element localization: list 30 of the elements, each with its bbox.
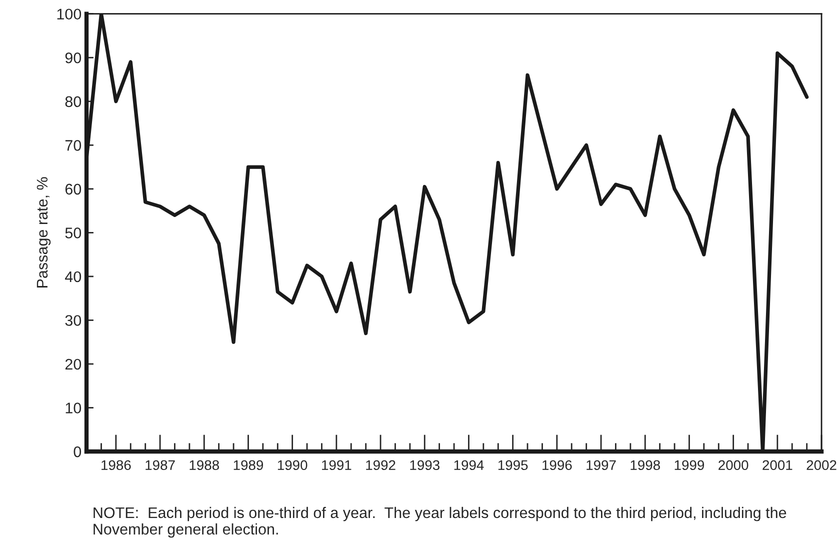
x-tick-label: 2000 xyxy=(718,460,748,470)
x-tick-label: 2002 xyxy=(806,460,836,470)
x-tick-label: 1998 xyxy=(630,460,660,470)
x-tick-label: 1991 xyxy=(322,460,352,470)
x-tick-label: 1999 xyxy=(674,460,704,470)
y-tick-label: 70 xyxy=(65,140,82,151)
x-tick-label: 1992 xyxy=(366,460,396,470)
x-tick-label: 2001 xyxy=(762,460,792,470)
y-tick-label: 50 xyxy=(65,228,82,238)
x-tick-label: 1987 xyxy=(146,460,175,470)
y-axis-title: Passage rate, % xyxy=(36,177,51,288)
x-tick-label: 1995 xyxy=(498,460,528,470)
y-tick-label: 60 xyxy=(65,184,82,195)
y-tick-label: 10 xyxy=(66,402,82,414)
x-tick-label: 1986 xyxy=(102,460,131,470)
y-tick-label: 100 xyxy=(57,8,82,20)
y-tick-label: 30 xyxy=(65,315,82,326)
x-tick-label: 1994 xyxy=(454,460,484,470)
y-tick-label: 0 xyxy=(74,446,82,458)
y-tick-label: 40 xyxy=(65,271,82,282)
x-tick-label: 1996 xyxy=(542,460,572,470)
x-tick-label: 1989 xyxy=(234,460,264,470)
y-tick-label: 20 xyxy=(65,358,82,370)
x-tick-label: 1993 xyxy=(410,460,440,470)
text: NOTE: Each period is one-third of a year. The year labels correspond to the third period, including the November general election. xyxy=(94,506,786,538)
x-tick-label: 1997 xyxy=(586,460,616,470)
x-tick-label: 1990 xyxy=(278,460,308,470)
y-tick-label: 90 xyxy=(65,52,82,64)
x-tick-label: 1988 xyxy=(190,460,219,470)
y-tick-label: 80 xyxy=(65,96,82,108)
